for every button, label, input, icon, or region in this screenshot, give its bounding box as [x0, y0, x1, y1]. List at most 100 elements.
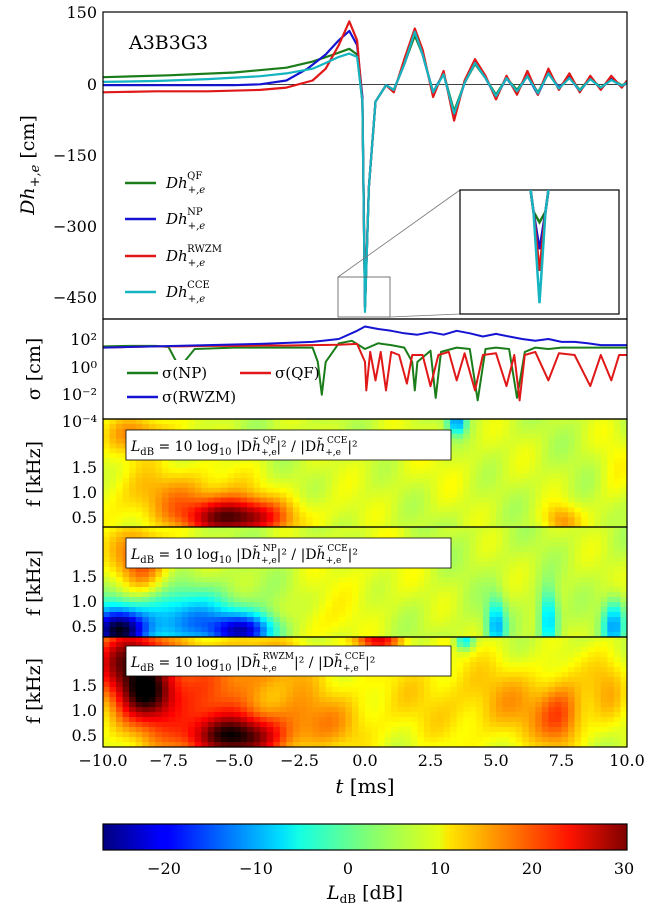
heatmap-cell	[541, 617, 549, 623]
heatmap-cell	[306, 492, 314, 499]
heatmap-cell	[437, 492, 445, 499]
heatmap-cell	[594, 419, 602, 425]
heatmap-cell	[378, 597, 386, 603]
heatmap-cell	[496, 632, 504, 638]
heatmap-cell	[456, 652, 464, 658]
heatmap-cell	[122, 507, 130, 513]
heatmap-cell	[482, 567, 491, 573]
heatmap-cell	[456, 552, 464, 558]
heatmap-cell	[306, 592, 314, 598]
heatmap-cell	[463, 507, 471, 513]
heatmap-cell	[194, 677, 202, 683]
heatmap-cell	[522, 742, 530, 748]
heatmap-cell	[129, 468, 137, 474]
heatmap-cell	[201, 458, 209, 464]
heatmap-cell	[161, 702, 170, 708]
heatmap-cell	[286, 702, 294, 708]
heatmap-cell	[365, 732, 373, 738]
heatmap-cell	[155, 722, 163, 728]
heatmap-cell	[253, 627, 261, 633]
heatmap-cell	[365, 582, 373, 588]
heatmap-cell	[496, 637, 504, 643]
heatmap-cell	[122, 522, 130, 528]
heatmap-cell	[168, 527, 176, 533]
heatmap-cell	[338, 682, 346, 688]
heatmap-cell	[528, 547, 536, 553]
heatmap-cell	[581, 617, 589, 623]
heatmap-cell	[325, 742, 333, 748]
heatmap-cell	[482, 482, 491, 489]
heatmap-cell	[502, 692, 510, 698]
heatmap-cell	[135, 712, 143, 718]
heatmap-cell	[469, 647, 477, 653]
heatmap-cell	[391, 687, 399, 693]
heatmap-cell	[463, 722, 471, 728]
heatmap-cell	[142, 502, 150, 508]
heatmap-cell	[437, 473, 445, 479]
heatmap-cell	[220, 692, 229, 698]
heatmap-cell	[175, 587, 183, 593]
heatmap-cell	[561, 587, 569, 593]
heatmap-cell	[155, 677, 163, 683]
heatmap-cell	[456, 463, 464, 469]
heatmap-cell	[247, 497, 255, 504]
heatmap-cell	[227, 507, 235, 513]
heatmap-cell	[220, 727, 229, 733]
heatmap-cell	[561, 557, 569, 563]
heatmap-cell	[397, 692, 405, 698]
heatmap-cell	[279, 622, 287, 628]
heatmap-cell	[161, 497, 170, 504]
heatmap-cell	[129, 707, 137, 713]
heatmap-cell	[135, 617, 143, 623]
heatmap-cell	[365, 677, 373, 683]
heatmap-cell	[129, 607, 137, 613]
heatmap-cell	[476, 497, 484, 504]
heatmap-cell	[482, 687, 491, 693]
heatmap-cell	[351, 707, 360, 713]
heatmap-cell	[325, 732, 333, 738]
heatmap-cell	[384, 423, 392, 430]
heatmap-cell	[161, 727, 170, 733]
heatmap-cell	[142, 627, 150, 633]
heatmap-cell	[351, 692, 360, 698]
heatmap-cell	[541, 562, 549, 568]
heatmap-cell	[541, 637, 549, 643]
heatmap-cell	[522, 577, 530, 583]
heatmap-cell	[502, 682, 510, 688]
heatmap-cell	[299, 582, 307, 588]
heatmap-cell	[227, 482, 235, 489]
heatmap-cell	[247, 632, 255, 638]
heatmap-cell	[142, 482, 150, 489]
heatmap-cell	[463, 712, 471, 718]
heatmap-cell	[581, 438, 589, 445]
heatmap-cell	[247, 419, 255, 425]
heatmap-cell	[351, 677, 360, 683]
heatmap-cell	[247, 677, 255, 683]
heatmap-cell	[292, 517, 301, 523]
heatmap-cell	[522, 622, 530, 628]
heatmap-cell	[273, 722, 281, 728]
heatmap-cell	[292, 468, 301, 474]
heatmap-cell	[613, 487, 622, 494]
heatmap-cell	[554, 597, 563, 603]
heatmap-cell	[292, 567, 301, 573]
heatmap-cell	[463, 537, 471, 543]
heatmap-cell	[613, 587, 622, 593]
heatmap-cell	[240, 463, 248, 469]
heatmap-cell	[613, 502, 622, 508]
heatmap-cell	[554, 617, 563, 623]
heatmap-cell	[417, 627, 425, 633]
heatmap-cell	[587, 492, 595, 499]
heatmap-cell	[286, 722, 294, 728]
heatmap-cell	[332, 502, 340, 508]
heatmap-cell	[148, 477, 156, 484]
heatmap-cell	[443, 712, 451, 718]
heatmap-cell	[116, 732, 124, 738]
heatmap-cell	[227, 712, 235, 718]
heatmap-cell	[489, 722, 497, 728]
heatmap-cell	[581, 477, 589, 484]
heatmap-cell	[103, 597, 111, 603]
heatmap-cell	[273, 419, 281, 425]
heatmap-cell	[574, 622, 582, 628]
heatmap-cell	[279, 612, 287, 618]
